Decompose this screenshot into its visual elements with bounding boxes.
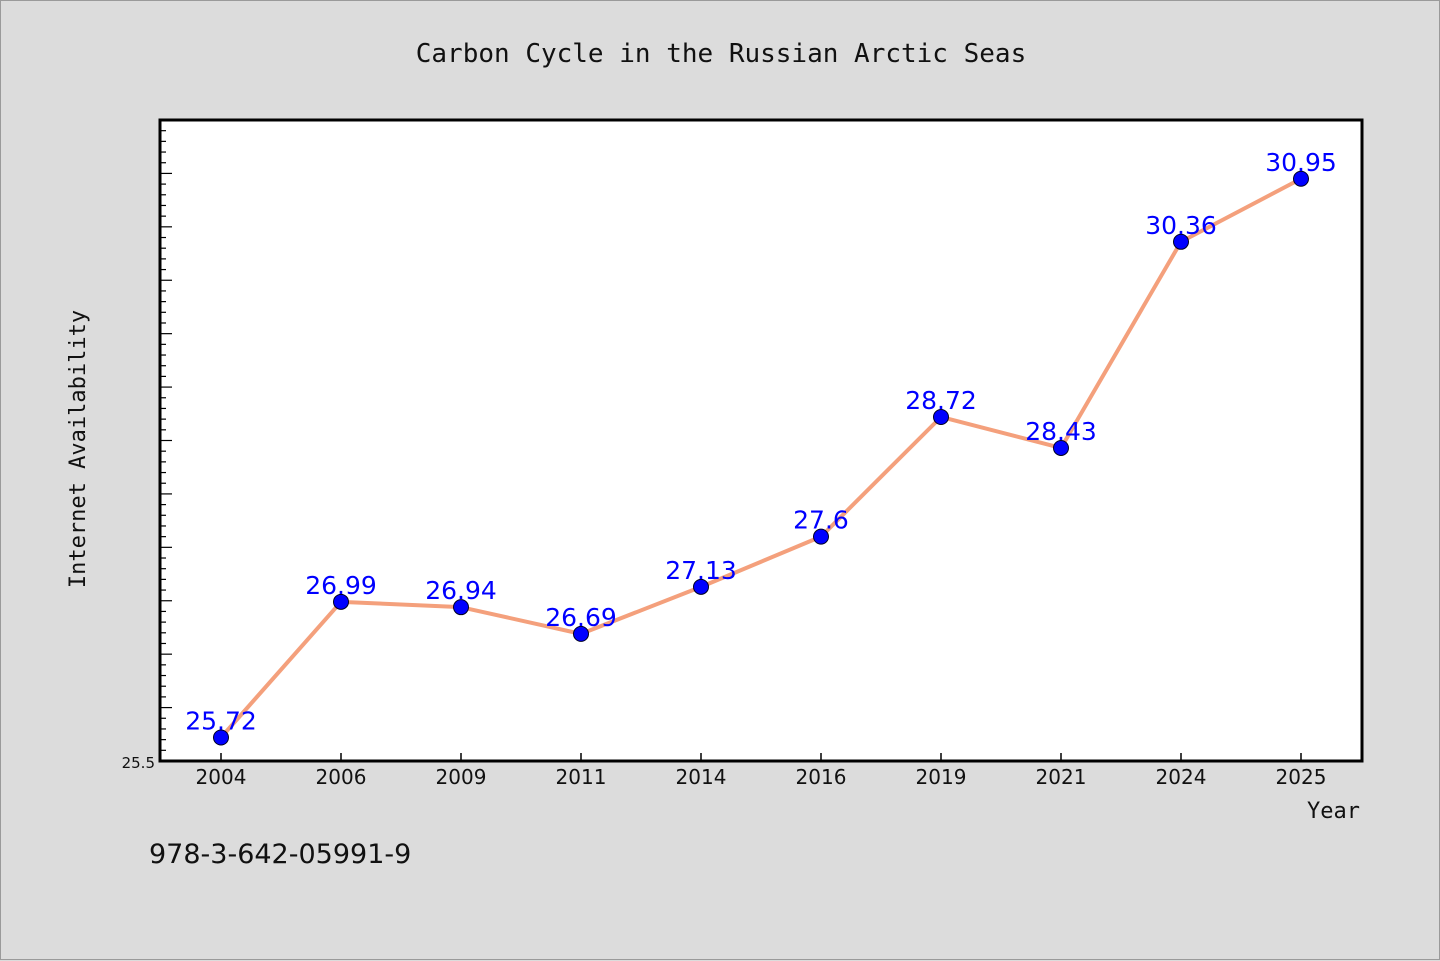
data-point [1053,439,1069,456]
data-label: 27.13 [665,556,737,585]
data-point [213,729,229,746]
y-axis-ticks [160,119,172,762]
data-point [1293,170,1309,187]
data-label: 25.72 [185,706,257,735]
y-tick-label-min: 25.5 [122,754,155,772]
x-tick-label: 2011 [556,765,607,789]
series-line [219,176,1302,739]
x-tick-label: 2025 [1276,765,1327,789]
x-tick-label: 2009 [436,765,487,789]
footer-code: 978-3-642-05991-9 [149,839,411,870]
x-tick-label: 2016 [796,765,847,789]
data-point [933,408,949,425]
data-label: 28.43 [1025,417,1097,446]
chart-title: Carbon Cycle in the Russian Arctic Seas [416,39,1026,69]
data-point [453,599,469,616]
x-axis-label: Year [1307,799,1360,824]
data-label: 26.94 [425,576,497,605]
plot-area [158,118,1364,763]
x-tick-label: 2024 [1156,765,1207,789]
series-group: 25.72 26.99 26.94 26.69 27.13 27.6 28.72 28.43 3… [185,148,1337,746]
data-label: 30.95 [1265,148,1337,177]
data-point [1173,233,1189,250]
x-tick-label: 2004 [196,765,247,789]
data-point [813,528,829,545]
data-point [693,578,709,595]
data-label: 27.6 [793,506,849,535]
data-label: 28.72 [905,386,977,415]
data-point [573,625,589,642]
x-tick-label: 2019 [916,765,967,789]
x-tick-label: 2014 [676,765,727,789]
x-axis-ticks: 2004 2006 2009 2011 2014 2016 2019 2021 2024 2025 [196,753,1327,789]
data-point [333,593,349,610]
data-label: 26.69 [545,603,617,632]
y-axis-label: Internet Availability [66,310,91,588]
x-tick-label: 2021 [1036,765,1087,789]
data-label: 30.36 [1145,211,1217,240]
x-tick-label: 2006 [316,765,367,789]
data-label: 26.99 [305,571,377,600]
